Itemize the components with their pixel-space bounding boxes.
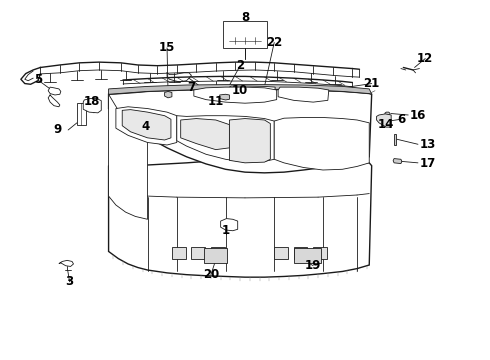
Text: 16: 16 (410, 109, 426, 122)
Polygon shape (109, 85, 372, 94)
Polygon shape (379, 119, 386, 123)
Text: 20: 20 (203, 268, 219, 281)
Polygon shape (229, 86, 275, 99)
Text: 17: 17 (419, 157, 436, 170)
Polygon shape (274, 117, 369, 170)
Bar (211, 247, 224, 259)
Text: 8: 8 (241, 11, 249, 24)
Polygon shape (194, 87, 277, 103)
Polygon shape (109, 89, 372, 173)
Text: 14: 14 (378, 118, 394, 131)
Bar (77, 103, 86, 125)
Text: 4: 4 (141, 120, 149, 133)
Text: 12: 12 (417, 52, 433, 65)
Bar (274, 247, 288, 259)
Bar (192, 247, 205, 259)
Text: 5: 5 (34, 73, 42, 86)
Bar (294, 247, 307, 259)
Text: 13: 13 (419, 138, 436, 151)
Text: 2: 2 (236, 59, 244, 72)
Bar (203, 248, 227, 263)
Polygon shape (109, 158, 372, 277)
Polygon shape (59, 260, 74, 266)
Text: 11: 11 (208, 95, 224, 108)
Text: 15: 15 (159, 41, 175, 54)
Text: 6: 6 (397, 113, 405, 126)
Polygon shape (165, 91, 172, 98)
Polygon shape (116, 107, 177, 145)
Text: 9: 9 (53, 123, 62, 136)
Bar (294, 248, 320, 263)
Polygon shape (177, 116, 274, 162)
Text: 3: 3 (66, 275, 74, 288)
Polygon shape (376, 114, 391, 127)
Polygon shape (385, 112, 390, 115)
Polygon shape (393, 158, 402, 163)
Text: 7: 7 (187, 81, 196, 94)
Polygon shape (229, 118, 270, 163)
Polygon shape (48, 87, 61, 95)
Polygon shape (181, 118, 229, 150)
Bar (313, 247, 327, 259)
Text: 21: 21 (364, 77, 380, 90)
Polygon shape (220, 94, 229, 100)
Bar (223, 21, 267, 48)
Text: 10: 10 (232, 84, 248, 97)
Bar (172, 247, 186, 259)
Text: 1: 1 (221, 224, 230, 237)
Polygon shape (109, 94, 147, 219)
Polygon shape (122, 110, 171, 140)
Text: 19: 19 (305, 259, 321, 272)
Polygon shape (278, 87, 329, 102)
Polygon shape (220, 219, 238, 231)
Polygon shape (394, 134, 396, 145)
Polygon shape (83, 99, 101, 113)
Text: 18: 18 (83, 95, 99, 108)
Text: 22: 22 (266, 36, 282, 49)
